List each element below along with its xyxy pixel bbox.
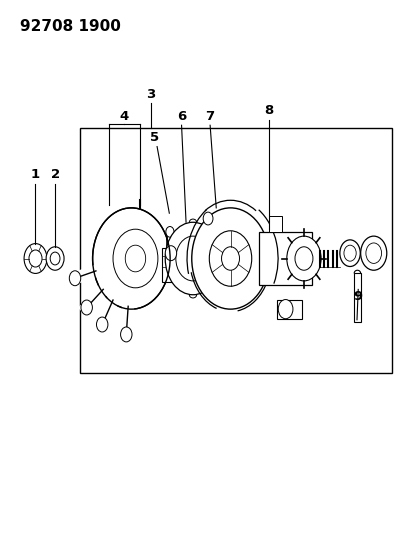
Bar — [269, 216, 282, 232]
Circle shape — [192, 208, 269, 309]
Text: 9: 9 — [354, 290, 363, 303]
Circle shape — [50, 252, 60, 265]
Circle shape — [340, 240, 360, 266]
Circle shape — [166, 227, 174, 237]
Circle shape — [121, 327, 132, 342]
Text: 4: 4 — [120, 110, 129, 123]
Circle shape — [278, 300, 293, 319]
Circle shape — [344, 245, 356, 261]
Circle shape — [125, 245, 146, 272]
Circle shape — [93, 208, 170, 309]
Text: 3: 3 — [146, 88, 155, 101]
Text: 2: 2 — [51, 168, 60, 181]
Circle shape — [165, 246, 177, 261]
Circle shape — [222, 247, 239, 270]
Text: 92708 1900: 92708 1900 — [20, 19, 121, 34]
Circle shape — [96, 317, 108, 332]
Circle shape — [176, 236, 210, 281]
Text: 7: 7 — [206, 110, 215, 123]
Bar — [354, 273, 361, 322]
Circle shape — [287, 236, 321, 281]
Circle shape — [295, 247, 313, 270]
Circle shape — [113, 229, 158, 288]
Circle shape — [24, 244, 47, 273]
Text: 6: 6 — [177, 110, 186, 123]
Bar — [259, 232, 312, 285]
Text: 5: 5 — [151, 131, 160, 144]
Circle shape — [361, 236, 387, 270]
Circle shape — [46, 247, 64, 270]
Text: 8: 8 — [265, 104, 274, 117]
Circle shape — [366, 243, 381, 263]
Circle shape — [165, 222, 221, 295]
Bar — [162, 248, 177, 282]
Circle shape — [81, 300, 92, 315]
Circle shape — [203, 212, 213, 225]
Text: 1: 1 — [31, 168, 40, 181]
Circle shape — [209, 231, 252, 286]
Bar — [277, 300, 302, 319]
Circle shape — [29, 250, 42, 267]
Bar — [80, 128, 392, 373]
Circle shape — [69, 271, 81, 286]
